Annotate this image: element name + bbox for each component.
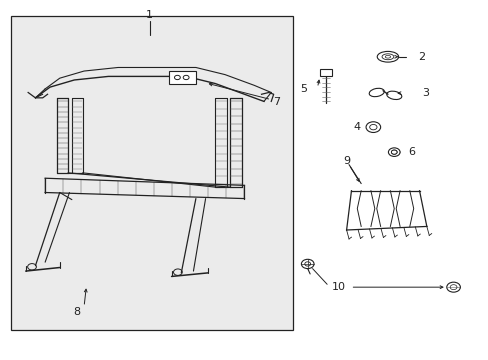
Text: 5: 5	[299, 84, 306, 94]
Bar	[319, 68, 331, 76]
Text: 3: 3	[421, 88, 428, 98]
Text: 8: 8	[73, 307, 80, 317]
Bar	[11, 16, 292, 330]
Text: 9: 9	[343, 156, 349, 166]
Text: 7: 7	[273, 97, 280, 107]
Text: 2: 2	[418, 52, 425, 62]
Text: 6: 6	[407, 148, 414, 157]
Text: 4: 4	[352, 122, 360, 132]
Text: 10: 10	[331, 282, 346, 292]
Bar	[169, 71, 196, 84]
Text: 1: 1	[146, 10, 153, 20]
